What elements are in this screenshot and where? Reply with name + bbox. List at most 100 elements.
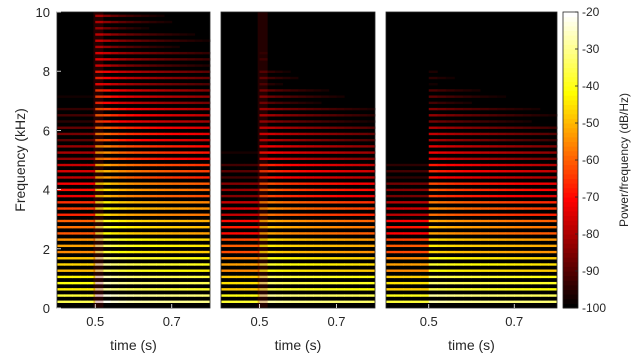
harmonic-band bbox=[194, 263, 203, 266]
harmonic-band bbox=[321, 157, 330, 161]
harmonic-band bbox=[497, 132, 507, 136]
harmonic-band bbox=[321, 257, 330, 260]
harmonic-band bbox=[321, 107, 330, 111]
harmonic-band bbox=[445, 107, 455, 111]
harmonic-band bbox=[57, 232, 66, 235]
harmonic-band bbox=[282, 76, 291, 80]
harmonic-band bbox=[539, 288, 549, 291]
harmonic-band bbox=[359, 114, 368, 117]
harmonic-band bbox=[497, 107, 507, 111]
harmonic-band bbox=[480, 95, 489, 98]
harmonic-band bbox=[420, 213, 430, 216]
harmonic-band bbox=[290, 232, 299, 235]
harmonic-band bbox=[411, 170, 421, 173]
harmonic-band bbox=[328, 269, 337, 272]
harmonic-band bbox=[305, 244, 314, 248]
harmonic-band bbox=[148, 39, 157, 42]
harmonic-band bbox=[480, 170, 489, 173]
harmonic-band bbox=[437, 219, 447, 223]
harmonic-band bbox=[471, 294, 481, 297]
harmonic-band bbox=[64, 244, 73, 248]
harmonic-band bbox=[156, 126, 165, 129]
harmonic-band bbox=[57, 269, 66, 272]
harmonic-band bbox=[445, 257, 455, 260]
harmonic-band bbox=[394, 250, 404, 254]
harmonic-band bbox=[313, 101, 322, 105]
harmonic-band bbox=[497, 176, 507, 179]
harmonic-band bbox=[274, 207, 283, 210]
harmonic-band bbox=[64, 170, 73, 173]
harmonic-band bbox=[133, 275, 142, 279]
harmonic-band bbox=[236, 300, 245, 303]
colorbar-step bbox=[563, 90, 578, 96]
harmonic-band bbox=[313, 163, 322, 167]
harmonic-band bbox=[548, 182, 558, 185]
colorbar-step bbox=[563, 86, 578, 92]
harmonic-band bbox=[539, 281, 549, 285]
harmonic-band bbox=[367, 120, 376, 123]
harmonic-band bbox=[274, 275, 283, 279]
harmonic-band bbox=[102, 170, 111, 173]
harmonic-band bbox=[156, 294, 165, 297]
harmonic-band bbox=[156, 163, 165, 167]
harmonic-band bbox=[194, 238, 203, 241]
harmonic-band bbox=[445, 157, 455, 161]
harmonic-band bbox=[171, 176, 180, 179]
harmonic-band bbox=[125, 176, 134, 179]
harmonic-band bbox=[133, 145, 142, 148]
harmonic-band bbox=[522, 107, 532, 111]
harmonic-band bbox=[110, 300, 119, 303]
harmonic-band bbox=[428, 300, 438, 303]
harmonic-band bbox=[462, 269, 472, 272]
harmonic-band bbox=[110, 33, 119, 36]
harmonic-band bbox=[428, 244, 438, 248]
harmonic-band bbox=[367, 138, 376, 142]
harmonic-band bbox=[156, 120, 165, 123]
harmonic-band bbox=[471, 263, 481, 266]
harmonic-band bbox=[445, 76, 455, 80]
harmonic-band bbox=[403, 201, 413, 204]
harmonic-band bbox=[480, 269, 489, 272]
harmonic-band bbox=[321, 89, 330, 92]
harmonic-band bbox=[480, 225, 489, 229]
harmonic-band bbox=[64, 107, 73, 111]
harmonic-band bbox=[244, 219, 253, 223]
harmonic-band bbox=[488, 288, 498, 291]
harmonic-band bbox=[148, 83, 157, 86]
harmonic-band bbox=[194, 138, 203, 142]
harmonic-band bbox=[228, 281, 237, 285]
harmonic-band bbox=[259, 170, 268, 173]
harmonic-band bbox=[187, 145, 196, 148]
harmonic-band bbox=[445, 294, 455, 297]
harmonic-band bbox=[282, 188, 291, 192]
harmonic-band bbox=[505, 194, 515, 198]
harmonic-band bbox=[336, 288, 345, 291]
harmonic-band bbox=[428, 126, 438, 129]
harmonic-band bbox=[428, 275, 438, 279]
harmonic-band bbox=[267, 76, 276, 80]
harmonic-band bbox=[164, 201, 173, 204]
harmonic-band bbox=[274, 163, 283, 167]
harmonic-band bbox=[148, 157, 157, 161]
harmonic-band bbox=[321, 138, 330, 142]
harmonic-band bbox=[274, 201, 283, 204]
harmonic-band bbox=[351, 281, 360, 285]
harmonic-band bbox=[221, 176, 230, 179]
harmonic-band bbox=[328, 132, 337, 136]
harmonic-band bbox=[488, 151, 498, 154]
harmonic-band bbox=[462, 89, 472, 92]
harmonic-band bbox=[386, 300, 395, 303]
harmonic-band bbox=[102, 14, 111, 18]
harmonic-band bbox=[156, 244, 165, 248]
harmonic-band bbox=[462, 95, 472, 98]
harmonic-band bbox=[64, 275, 73, 279]
harmonic-band bbox=[72, 207, 81, 210]
harmonic-band bbox=[171, 138, 180, 142]
harmonic-band bbox=[497, 201, 507, 204]
harmonic-band bbox=[236, 194, 245, 198]
harmonic-band bbox=[148, 188, 157, 192]
harmonic-band bbox=[156, 76, 165, 80]
harmonic-band bbox=[148, 138, 157, 142]
harmonic-band bbox=[118, 238, 127, 241]
harmonic-band bbox=[359, 269, 368, 272]
